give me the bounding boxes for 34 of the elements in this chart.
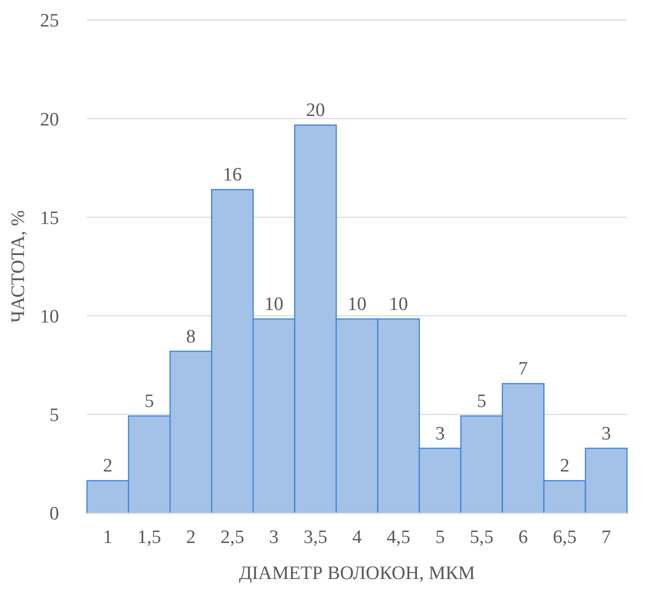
data-label: 2 — [103, 456, 113, 477]
x-tick-label: 5,5 — [470, 527, 494, 548]
x-tick-label: 7 — [601, 527, 611, 548]
x-tick-label: 4 — [352, 527, 362, 548]
x-tick-label: 1 — [103, 527, 113, 548]
x-tick-label: 3,5 — [304, 527, 328, 548]
data-label: 3 — [435, 423, 445, 444]
y-axis-title: ЧАСТОТА, % — [8, 210, 29, 323]
data-label: 5 — [476, 390, 486, 412]
data-label: 7 — [518, 358, 528, 380]
x-tick-label: 2,5 — [220, 527, 244, 548]
y-tick-label: 15 — [40, 208, 59, 229]
x-axis-title: ДІАМЕТР ВОЛОКОН, МКМ — [238, 563, 476, 584]
data-label: 3 — [601, 423, 611, 444]
data-label: 8 — [186, 326, 196, 348]
data-label: 10 — [348, 294, 366, 315]
y-tick-label: 0 — [50, 504, 59, 525]
y-tick-label: 5 — [50, 405, 59, 426]
data-label: 5 — [144, 390, 154, 412]
x-tick-label: 4,5 — [386, 527, 410, 548]
x-tick-label: 1,5 — [137, 527, 162, 548]
x-tick-label: 3 — [269, 527, 279, 548]
x-tick-label: 2 — [186, 527, 196, 548]
data-label: 10 — [264, 294, 284, 315]
x-tick-label: 6 — [518, 527, 528, 548]
y-tick-label: 10 — [40, 306, 59, 328]
x-tick-label: 6,5 — [552, 527, 577, 548]
data-label: 20 — [306, 100, 325, 122]
data-label: 10 — [389, 294, 408, 315]
y-tick-label: 20 — [40, 109, 59, 130]
x-tick-label: 5 — [435, 527, 445, 548]
data-label: 16 — [222, 164, 242, 186]
y-tick-label: 25 — [40, 10, 59, 32]
data-label: 2 — [560, 456, 570, 477]
